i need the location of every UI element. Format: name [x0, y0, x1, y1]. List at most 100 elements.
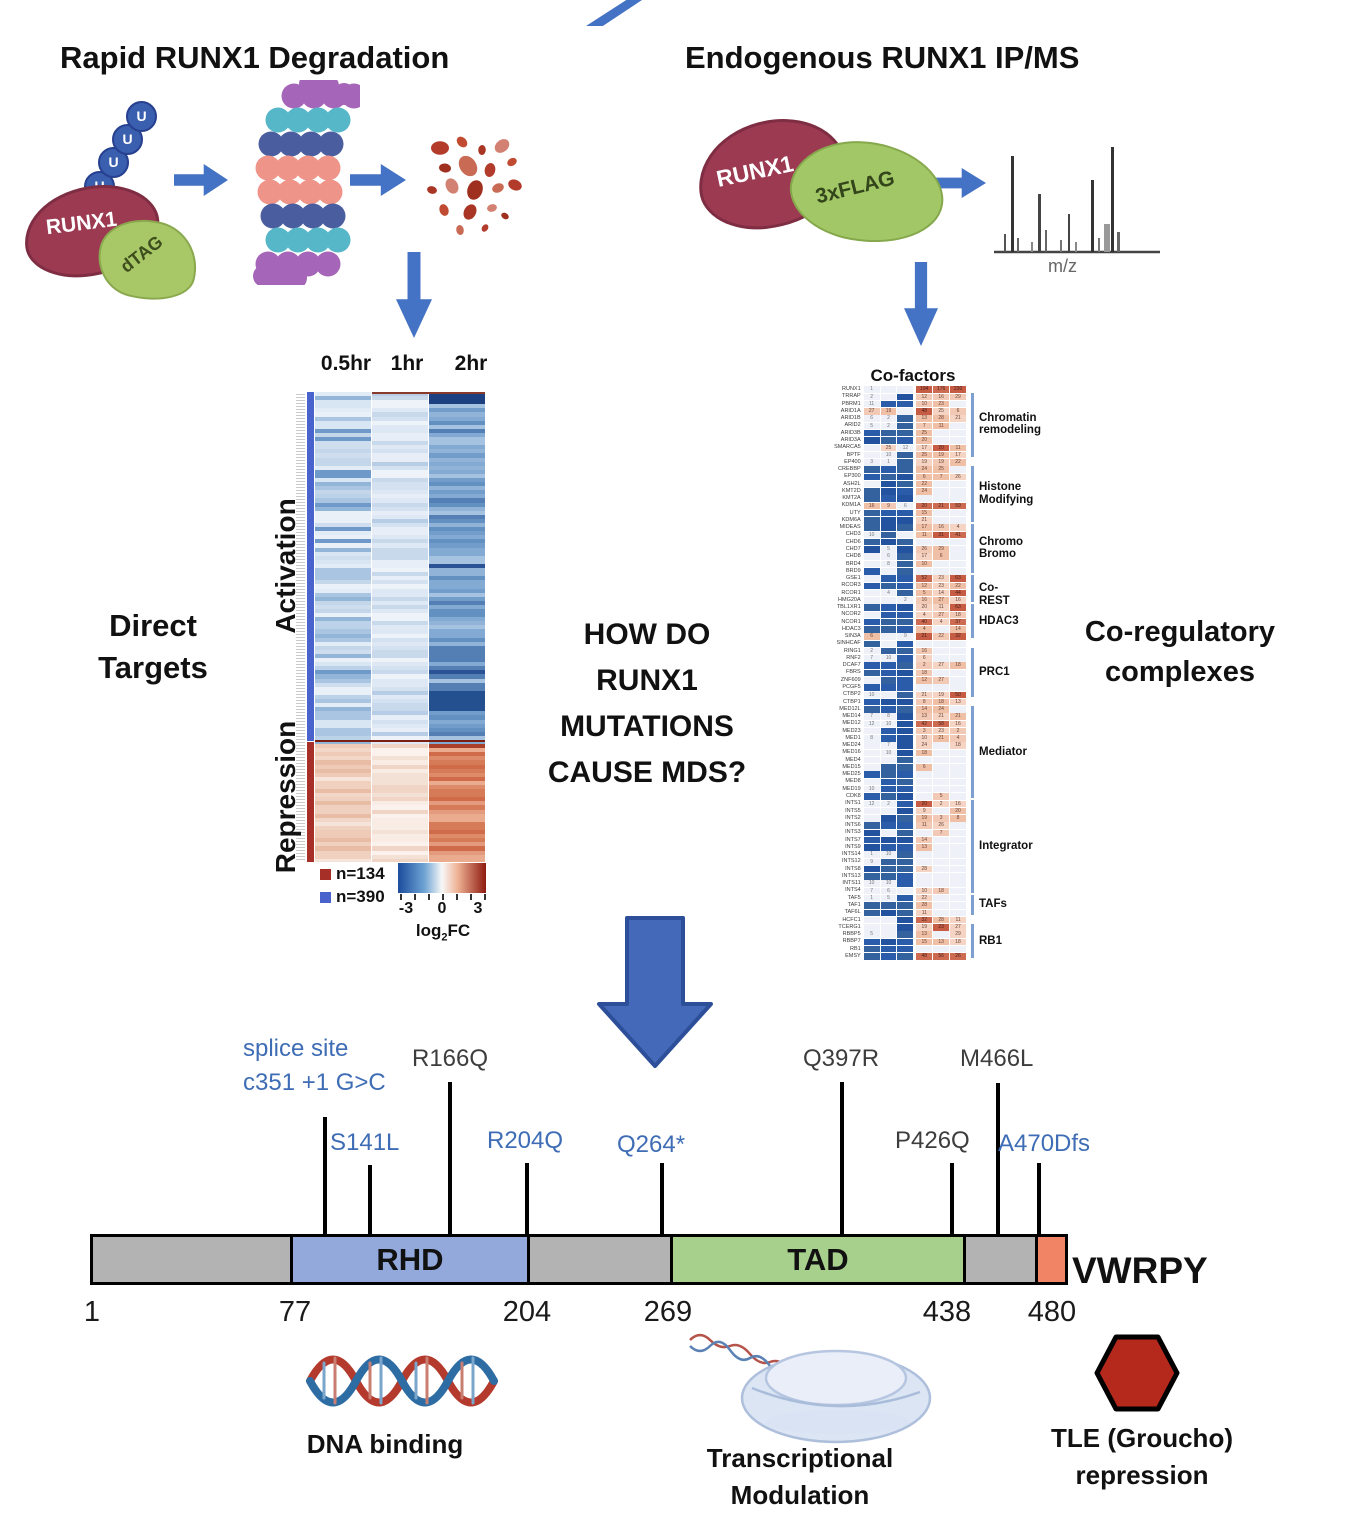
heatmap-cell [897, 488, 914, 495]
heatmap-cell [933, 488, 950, 495]
cofactor-row: HCFC1 32 28 11 [815, 916, 967, 924]
heatmap-cell [863, 764, 880, 771]
heatmap-cell [950, 873, 967, 880]
heatmap-cell [916, 778, 933, 786]
cofactor-row: SINHCAF [815, 640, 967, 648]
gene-label: KMT2A [842, 495, 861, 502]
heatmap-cell [863, 749, 880, 757]
heatmap-cell: 52 [916, 575, 933, 582]
heatmap-cell: 13 [916, 713, 933, 720]
heatmap-cell [897, 727, 914, 735]
heatmap-cell [916, 880, 933, 887]
heatmap-cell: 10 [916, 887, 933, 895]
mutation-label: Q264* [617, 1131, 686, 1158]
heatmap-cell: 21 [916, 517, 933, 524]
heatmap-cell: 16 [916, 597, 933, 604]
heatmap-cell [897, 422, 914, 430]
heatmap-cell [880, 727, 897, 735]
heatmap-cell [897, 386, 914, 393]
heatmap-cell [863, 524, 880, 531]
gene-label: SMARCA5 [834, 444, 861, 451]
heatmap-cell: 7 [863, 713, 880, 720]
heatmap-cell [863, 924, 880, 931]
cofactor-row: EP400 3 1 19 19 22 [815, 459, 967, 466]
heatmap-cell [933, 437, 950, 444]
heatmap-cell [950, 437, 967, 444]
heatmap-cell [863, 844, 880, 851]
gene-label: MED14 [842, 713, 861, 720]
gene-label: RB1 [849, 945, 861, 952]
heatmap-column-1hr [372, 392, 428, 862]
heatmap-cell: 16 [950, 597, 967, 604]
heatmap-cell [897, 691, 914, 699]
heatmap-cell [897, 575, 914, 582]
heatmap-col-header-2hr: 2hr [454, 352, 488, 375]
heatmap-cell: 4 [950, 524, 967, 531]
heatmap-cell [933, 931, 950, 938]
heatmap-cell [933, 858, 950, 866]
arrow-to-proteasome-icon [174, 164, 228, 196]
heatmap-cell: 4 [916, 626, 933, 633]
heatmap-cell [950, 865, 967, 873]
heatmap-cell: 10 [880, 880, 897, 887]
heatmap-column-05hr [315, 392, 371, 862]
heatmap-cell: 6 [897, 502, 914, 510]
gene-label: ASH2L [843, 480, 861, 487]
heatmap-cell: 23 [933, 582, 950, 590]
gene-label: INTS3 [845, 829, 861, 836]
heatmap-cell [897, 771, 914, 778]
heatmap-cell: 26 [950, 473, 967, 481]
gene-label: INTS5 [845, 807, 861, 814]
domain-segment [527, 1234, 673, 1285]
heatmap-cell: 1 [863, 894, 880, 902]
gene-label: INTS2 [845, 814, 861, 821]
cofactor-row: INTS12 9 [815, 858, 967, 866]
heatmap-cell: 20 [916, 800, 933, 808]
heatmap-cell [897, 415, 914, 422]
heatmap-cell [863, 640, 880, 648]
heatmap-cell: 5 [863, 931, 880, 938]
legend-swatch-repressed [320, 869, 331, 880]
cofactor-row: CTBP2 10 21 19 50 [815, 691, 967, 699]
colorbar-tick-minus3: -3 [398, 900, 414, 917]
dna-helix-icon [306, 1355, 498, 1407]
heatmap-cell: 27 [950, 924, 967, 931]
cofactor-row: MED16 10 18 [815, 749, 967, 757]
ms-axis-label: m/z [1048, 256, 1077, 276]
heatmap-cell [933, 655, 950, 662]
heatmap-cell [880, 924, 897, 931]
heatmap-cell [863, 517, 880, 524]
heatmap-cell [950, 538, 967, 546]
gene-label: FBRS [846, 669, 861, 676]
cofactor-row: MED4 [815, 757, 967, 764]
heatmap-cell [880, 669, 897, 677]
gene-label: INTS8 [845, 865, 861, 872]
cofactor-row: ZNF609 12 27 [815, 677, 967, 684]
ubiquitin-icon: U [98, 147, 129, 178]
heatmap-cell: 21 [933, 502, 950, 510]
heatmap-cell: 6 [880, 887, 897, 895]
heatmap-cell: 24 [916, 488, 933, 495]
heatmap-cell: 4 [880, 589, 897, 597]
gene-label: EP400 [844, 458, 861, 465]
heatmap-cell: 23 [933, 924, 950, 931]
cofactor-row: GSE1 52 23 63 [815, 575, 967, 582]
gene-label: ARID2 [844, 422, 861, 429]
tle-hexagon-icon [1094, 1334, 1180, 1412]
heatmap-cell [880, 822, 897, 829]
gene-label: TCERG1 [838, 923, 861, 930]
mutation-label: S141L [330, 1129, 400, 1156]
heatmap-cell [897, 720, 914, 728]
heatmap-cell [897, 451, 914, 459]
heatmap-cell [863, 509, 880, 517]
heatmap-cell: 13 [933, 938, 950, 946]
heatmap-cell [880, 531, 897, 539]
heatmap-cell: 13 [950, 698, 967, 706]
heatmap-cell [863, 538, 880, 546]
heatmap-cell: 25 [880, 444, 897, 451]
heatmap-cell [863, 568, 880, 575]
heatmap-cell [880, 626, 897, 633]
domain-segment-tad: TAD [670, 1234, 966, 1285]
arrow-down-to-cofactors-icon [904, 262, 938, 346]
gene-label: PCGF5 [842, 684, 861, 691]
